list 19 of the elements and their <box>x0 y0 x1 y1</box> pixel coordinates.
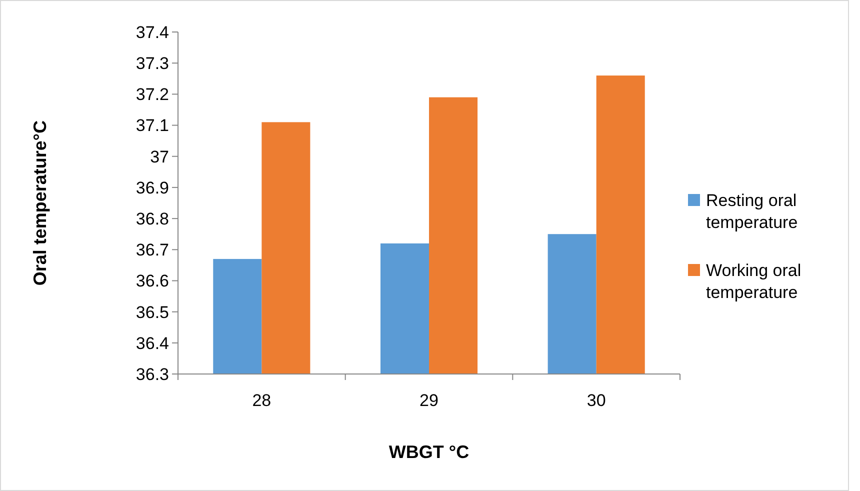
y-tick-label: 36.9 <box>136 178 169 198</box>
legend-label: Resting oral temperature <box>706 190 798 232</box>
x-tick-label: 28 <box>252 391 272 410</box>
y-tick-label: 36.6 <box>136 272 169 291</box>
y-tick-label: 37.4 <box>136 22 169 42</box>
y-tick-label: 36.5 <box>136 302 169 322</box>
legend-label: Working oral temperature <box>706 260 802 302</box>
x-axis-title: WBGT °C <box>388 442 470 462</box>
y-tick-label: 37.1 <box>136 116 169 136</box>
x-tick-label: 30 <box>586 391 606 410</box>
y-axis-title: Oral temperature°C <box>30 120 50 286</box>
y-tick-label: 37.3 <box>136 54 169 74</box>
y-tick-label: 36.7 <box>136 240 169 260</box>
y-tick-label: 36.3 <box>136 364 169 384</box>
y-tick-label: 36.4 <box>136 334 169 353</box>
x-tick-label: 29 <box>420 391 438 410</box>
y-tick-label: 37 <box>150 147 169 166</box>
y-tick-label: 36.8 <box>136 209 169 228</box>
y-tick-label: 37.2 <box>136 85 169 104</box>
